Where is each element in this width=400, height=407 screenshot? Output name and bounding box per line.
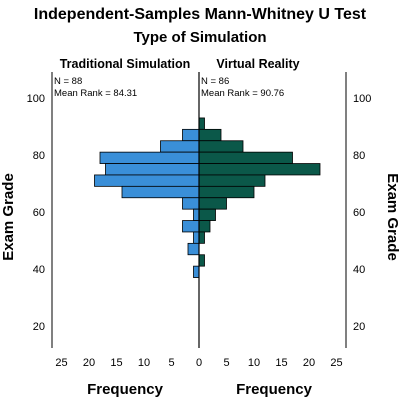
x-tick-left-10: 10 bbox=[138, 357, 150, 369]
x-tick-right-20: 20 bbox=[303, 357, 315, 369]
virtual-reality-bar-59 bbox=[198, 208, 216, 221]
y-tick-right-20: 20 bbox=[353, 321, 365, 333]
right-n-label: N = 86 bbox=[201, 76, 229, 87]
x-tick-left-25: 25 bbox=[55, 357, 67, 369]
x-tick-right-25: 25 bbox=[330, 357, 342, 369]
y-tick-left-20: 20 bbox=[33, 321, 45, 333]
virtual-reality-bar-87 bbox=[198, 128, 222, 142]
y-tick-right-80: 80 bbox=[353, 150, 365, 162]
y-tick-left-60: 60 bbox=[33, 207, 45, 219]
y-tick-right-100: 100 bbox=[353, 93, 371, 105]
traditional-bar-75 bbox=[105, 163, 200, 176]
virtual-reality-bar-91 bbox=[198, 117, 205, 130]
group-label-virtual-reality: Virtual Reality bbox=[216, 57, 299, 71]
traditional-bar-87 bbox=[182, 128, 200, 142]
virtual-reality-bars bbox=[198, 117, 321, 267]
y-tick-left-100: 100 bbox=[27, 93, 45, 105]
left-mean-rank-label: Mean Rank = 84.31 bbox=[54, 88, 137, 99]
y-tick-left-40: 40 bbox=[33, 264, 45, 276]
group-label-traditional: Traditional Simulation bbox=[60, 57, 191, 71]
traditional-bar-55 bbox=[182, 220, 200, 233]
y-tick-labels: 100 100 80 80 60 60 40 40 20 20 bbox=[27, 93, 372, 333]
virtual-reality-bar-67 bbox=[198, 185, 255, 199]
traditional-bar-63 bbox=[182, 197, 200, 210]
x-axis-label-right: Frequency bbox=[236, 381, 313, 398]
virtual-reality-bar-71 bbox=[198, 174, 266, 187]
y-tick-right-40: 40 bbox=[353, 264, 365, 276]
virtual-reality-bar-75 bbox=[198, 163, 321, 176]
virtual-reality-bar-79 bbox=[198, 151, 293, 164]
traditional-bar-51 bbox=[193, 231, 200, 244]
virtual-reality-bar-63 bbox=[198, 197, 227, 210]
traditional-bar-79 bbox=[99, 151, 200, 164]
chart-subtitle: Type of Simulation bbox=[133, 29, 266, 46]
right-mean-rank-label: Mean Rank = 90.76 bbox=[201, 88, 284, 99]
y-axis-label-right: Exam Grade bbox=[384, 173, 400, 261]
traditional-bar-39 bbox=[193, 265, 200, 278]
virtual-reality-bar-43 bbox=[198, 254, 205, 267]
virtual-reality-bar-83 bbox=[198, 140, 244, 153]
x-tick-left-5: 5 bbox=[168, 357, 174, 369]
traditional-bar-59 bbox=[193, 208, 200, 221]
x-tick-right-10: 10 bbox=[248, 357, 260, 369]
x-tick-left-0: 0 bbox=[196, 357, 202, 369]
y-tick-right-60: 60 bbox=[353, 207, 365, 219]
x-axis-label-left: Frequency bbox=[87, 381, 164, 398]
traditional-bar-47 bbox=[187, 242, 200, 256]
virtual-reality-bar-55 bbox=[198, 220, 211, 233]
traditional-bar-67 bbox=[121, 185, 200, 199]
virtual-reality-bar-51 bbox=[198, 231, 205, 244]
y-tick-left-80: 80 bbox=[33, 150, 45, 162]
x-tick-right-5: 5 bbox=[223, 357, 229, 369]
traditional-bar-83 bbox=[160, 140, 200, 153]
left-n-label: N = 88 bbox=[54, 76, 82, 87]
chart-title: Independent-Samples Mann-Whitney U Test bbox=[34, 6, 367, 23]
x-tick-right-15: 15 bbox=[275, 357, 287, 369]
traditional-bar-71 bbox=[94, 174, 200, 187]
x-tick-left-20: 20 bbox=[83, 357, 95, 369]
x-tick-labels: 25 25 20 20 15 15 10 10 5 5 0 bbox=[55, 357, 342, 369]
x-tick-left-15: 15 bbox=[110, 357, 122, 369]
traditional-bars bbox=[94, 128, 200, 278]
y-axis-label-left: Exam Grade bbox=[0, 173, 17, 261]
